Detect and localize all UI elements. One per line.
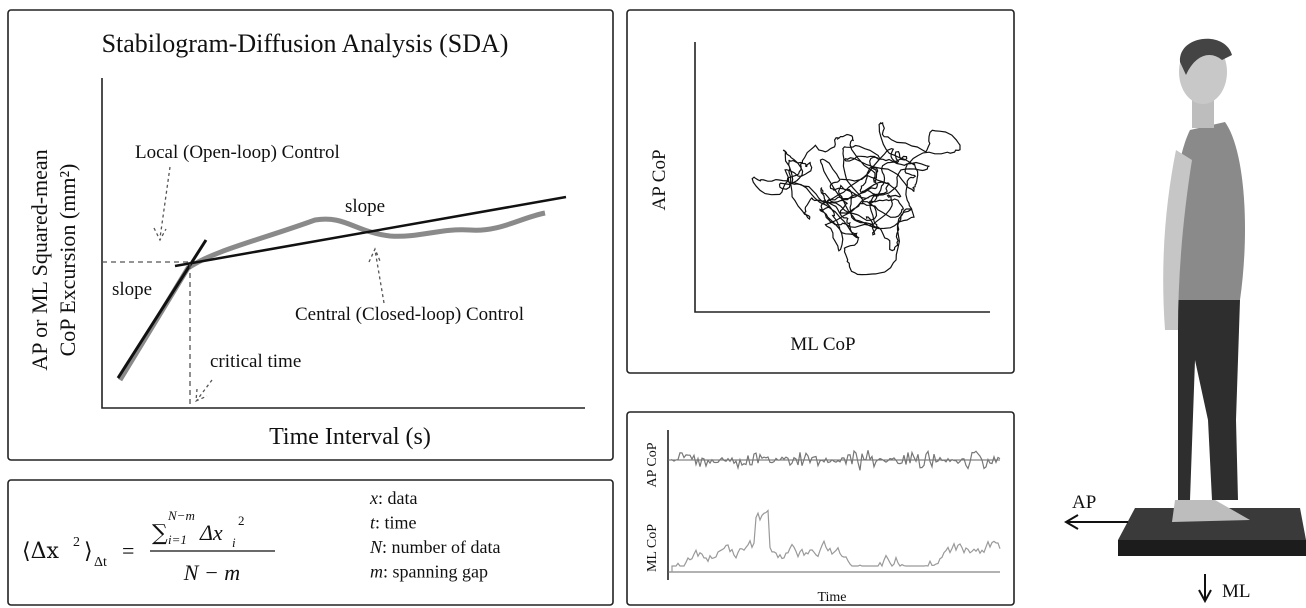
panel-frame <box>7 9 614 461</box>
formula-sub: Δt <box>94 555 107 570</box>
legend-symbol: m <box>370 562 383 582</box>
x-label: ML CoP <box>790 334 855 355</box>
legend-text: : data <box>378 488 417 508</box>
y-label: CoP Excursion (mm²) <box>55 164 80 357</box>
feet <box>1172 500 1250 522</box>
formula-term: Δx <box>199 520 223 545</box>
ap-trace <box>671 449 1001 471</box>
legend-item: N: number of data <box>369 537 500 557</box>
x-label: Time Interval (s) <box>269 424 431 450</box>
legend-text: : number of data <box>382 537 500 557</box>
formula-lhs: ⟨Δx <box>22 539 59 564</box>
ml-arrow <box>1198 574 1212 604</box>
annotation: Local (Open-loop) Control <box>135 142 340 163</box>
hair <box>1179 38 1232 75</box>
sda-curve <box>117 210 546 382</box>
arrow <box>195 379 213 403</box>
formula-sum: ∑ <box>152 521 168 546</box>
legend-text: : time <box>375 513 417 533</box>
arrow <box>368 247 385 304</box>
formula-denominator: N − m <box>183 560 240 585</box>
ap-label: AP <box>1072 492 1096 513</box>
cop-panel: AP CoP ML CoP <box>626 9 1015 374</box>
panel-frame <box>7 479 614 606</box>
neck <box>1192 100 1214 128</box>
formula-sum-upper: N−m <box>167 508 195 523</box>
time-panel: AP CoP ML CoP Time <box>626 411 1015 606</box>
legend-symbol: N <box>369 537 383 557</box>
annotation: slope <box>345 196 385 217</box>
formula-sup: 2 <box>73 535 80 550</box>
formula-lhs: ⟩ <box>84 539 93 564</box>
y-label: ML CoP <box>645 524 660 572</box>
ml-trace <box>671 509 1001 572</box>
annotation: Central (Closed-loop) Control <box>295 304 524 325</box>
person-illustration: AP ML <box>1064 38 1306 604</box>
ml-label: ML <box>1222 581 1251 602</box>
panel-title: Stabilogram-Diffusion Analysis (SDA) <box>102 29 509 58</box>
y-label: AP CoP <box>649 149 670 210</box>
annotation: critical time <box>210 351 301 372</box>
arm <box>1163 150 1192 330</box>
formula-equals: = <box>122 538 134 563</box>
trousers <box>1178 300 1240 500</box>
critical-guides <box>102 261 191 408</box>
sda-panel: Stabilogram-Diffusion Analysis (SDA) AP … <box>7 9 614 461</box>
arrow <box>153 166 171 242</box>
legend-symbol: x <box>369 488 378 508</box>
axes <box>694 42 990 313</box>
panel-frame <box>626 411 1015 606</box>
formula-panel: ⟨Δx 2 ⟩ Δt = ∑ N−m i=1 Δx i 2 N − m x: d… <box>7 479 614 606</box>
y-label: AP CoP <box>645 442 660 487</box>
legend-item: t: time <box>370 513 417 533</box>
formula-sum-lower: i=1 <box>168 532 187 547</box>
force-plate <box>1118 508 1306 540</box>
legend-text: : spanning gap <box>383 562 488 582</box>
x-label: Time <box>817 590 846 605</box>
force-plate-side <box>1118 540 1306 556</box>
y-label: AP or ML Squared-mean <box>27 149 52 370</box>
annotation: slope <box>112 279 152 300</box>
formula-term-sub: i <box>232 535 236 550</box>
cop-trace <box>751 121 961 276</box>
legend-item: x: data <box>369 488 417 508</box>
legend-symbol: t <box>370 513 376 533</box>
ap-arrow <box>1064 514 1128 530</box>
axes <box>101 78 585 409</box>
formula-term-sup: 2 <box>238 513 245 528</box>
slope-line <box>174 195 567 268</box>
legend-item: m: spanning gap <box>370 562 488 582</box>
